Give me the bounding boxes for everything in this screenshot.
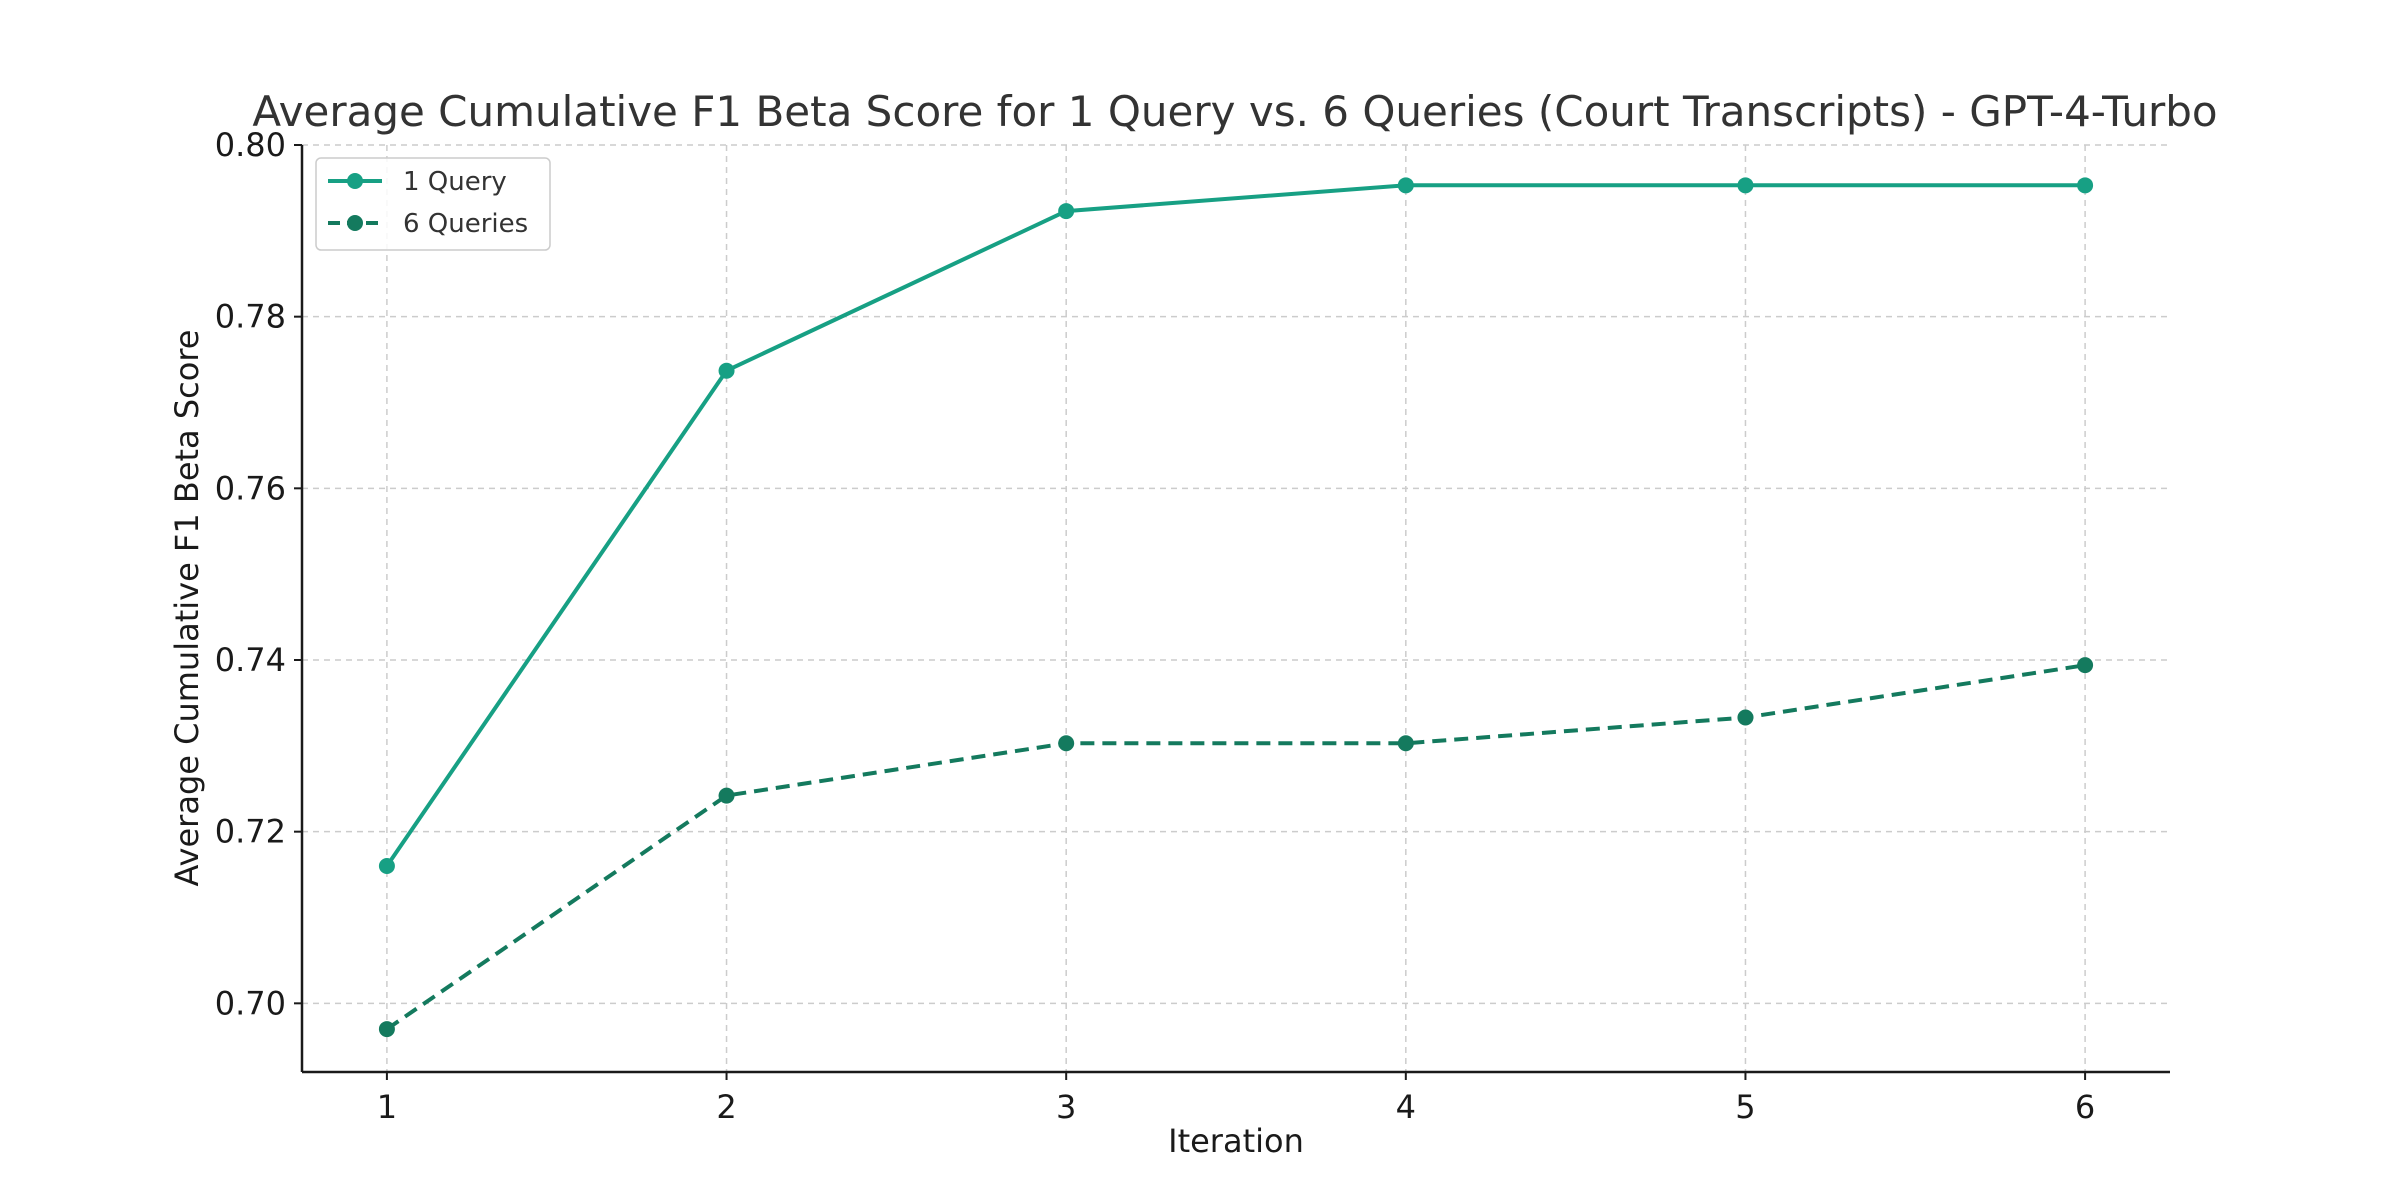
axes (300, 145, 2170, 1074)
data-point (718, 787, 735, 804)
grid (302, 144, 2170, 1072)
y-tick-label: 0.70 (215, 984, 286, 1022)
legend-marker (347, 173, 363, 189)
x-tick-label: 5 (1735, 1088, 1755, 1126)
chart-title: Average Cumulative F1 Beta Score for 1 Q… (252, 87, 2217, 136)
series-line (385, 663, 2086, 1031)
data-point (1058, 203, 1075, 220)
series (378, 177, 2094, 1038)
series-2 (378, 657, 2094, 1038)
data-point (1397, 177, 1414, 194)
y-tick-label: 0.74 (215, 641, 286, 679)
data-point (1737, 709, 1754, 726)
x-axis-ticks: 1 2 3 4 5 6 (377, 1072, 2095, 1126)
y-axis-label: Average Cumulative F1 Beta Score (168, 330, 206, 887)
y-axis-ticks: 0.70 0.72 0.74 0.76 0.78 0.80 (215, 126, 302, 1022)
x-axis-label: Iteration (1168, 1122, 1304, 1160)
legend-entries: 1 Query 6 Queries (328, 167, 528, 239)
data-point (1397, 735, 1414, 752)
data-point (378, 858, 395, 874)
legend-label: 1 Query (403, 167, 507, 197)
data-point (1737, 177, 1754, 194)
x-tick-label: 3 (1056, 1088, 1076, 1126)
x-tick-label: 1 (377, 1088, 397, 1126)
data-point (1058, 735, 1075, 752)
data-point (378, 1021, 395, 1038)
x-tick-label: 4 (1396, 1088, 1416, 1126)
data-point (718, 362, 735, 379)
y-tick-label: 0.80 (215, 126, 286, 164)
legend-marker (347, 215, 363, 231)
data-point (2077, 657, 2094, 674)
y-tick-label: 0.72 (215, 813, 286, 851)
series-line (385, 183, 2086, 868)
legend-label: 6 Queries (403, 209, 528, 239)
data-point (2077, 177, 2094, 194)
series-1 (378, 177, 2094, 874)
y-tick-label: 0.78 (215, 298, 286, 336)
y-tick-label: 0.76 (215, 469, 286, 507)
legend: 1 Query 6 Queries (315, 157, 551, 251)
x-tick-label: 6 (2075, 1088, 2095, 1126)
x-tick-label: 2 (716, 1088, 736, 1126)
